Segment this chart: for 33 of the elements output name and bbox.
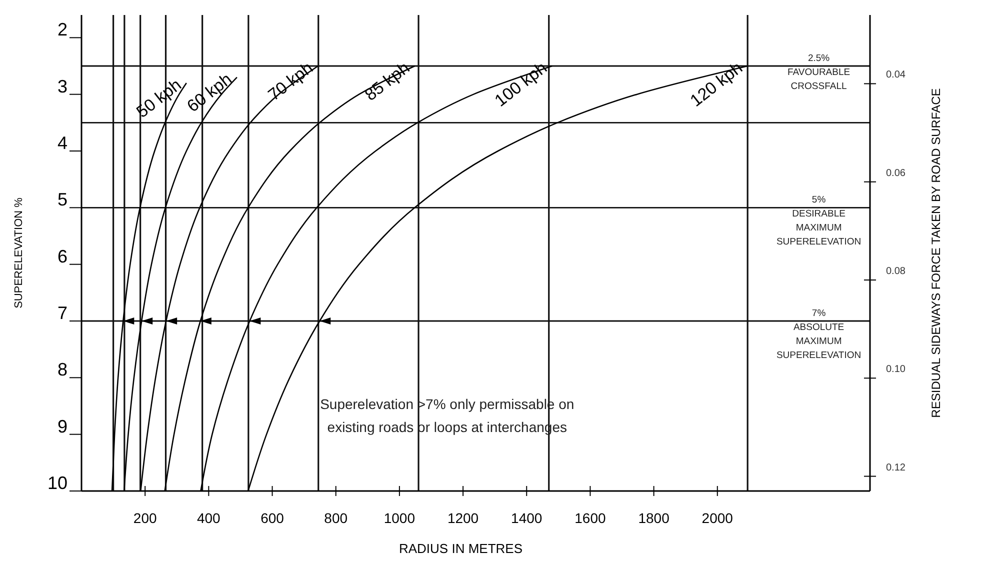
- ref-line-label: 5% DESIRABLE MAXIMUM SUPERELEVATION: [776, 194, 862, 248]
- text: 120 kph: [686, 58, 746, 110]
- y-axis-title: SUPERELEVATION %: [13, 197, 25, 308]
- y-tick-label: 3: [57, 76, 68, 96]
- y2-tick-label: 0.10: [886, 364, 906, 376]
- x-tick-label: 200: [133, 510, 157, 526]
- text: 60 kph: [184, 70, 236, 116]
- x-tick-label: 2000: [702, 510, 734, 526]
- y-tick-label: 7: [57, 303, 68, 323]
- y-tick-label: 5: [57, 190, 68, 210]
- ref-line-label: 2.5% FAVOURABLE CROSSFALL: [787, 53, 850, 92]
- x-tick-label: 1400: [511, 510, 542, 526]
- x-tick-label: 600: [260, 510, 284, 526]
- y2-tick-label: 0.04: [886, 70, 906, 81]
- x-tick-label: 1800: [638, 510, 670, 526]
- x-tick-label: 800: [324, 510, 348, 526]
- y-tick-label: 4: [57, 133, 68, 153]
- y2-tick-label: 0.12: [886, 462, 906, 474]
- y-tick-label: 6: [57, 246, 68, 266]
- y-tick-label: 2: [57, 20, 68, 40]
- y-tick-label: 10: [47, 473, 68, 493]
- x-tick-label: 1200: [447, 510, 479, 526]
- x-axis-title: RADIUS IN METRES: [398, 541, 523, 556]
- x-tick-label: 1600: [574, 510, 606, 526]
- y2-tick-label: 0.08: [886, 266, 906, 277]
- y2-tick-label: 0.06: [886, 168, 906, 179]
- y2-axis-title: RESIDUAL SIDEWAYS FORCE TAKEN BY ROAD SURFACE: [929, 88, 943, 418]
- y-tick-label: 8: [57, 360, 68, 380]
- x-tick-label: 1000: [384, 510, 416, 526]
- ref-line-label: 7% ABSOLUTE MAXIMUM SUPERELEVATION: [776, 308, 862, 361]
- y-tick-label: 9: [57, 416, 68, 436]
- x-tick-label: 400: [197, 510, 221, 526]
- text: 50 kph: [132, 75, 185, 122]
